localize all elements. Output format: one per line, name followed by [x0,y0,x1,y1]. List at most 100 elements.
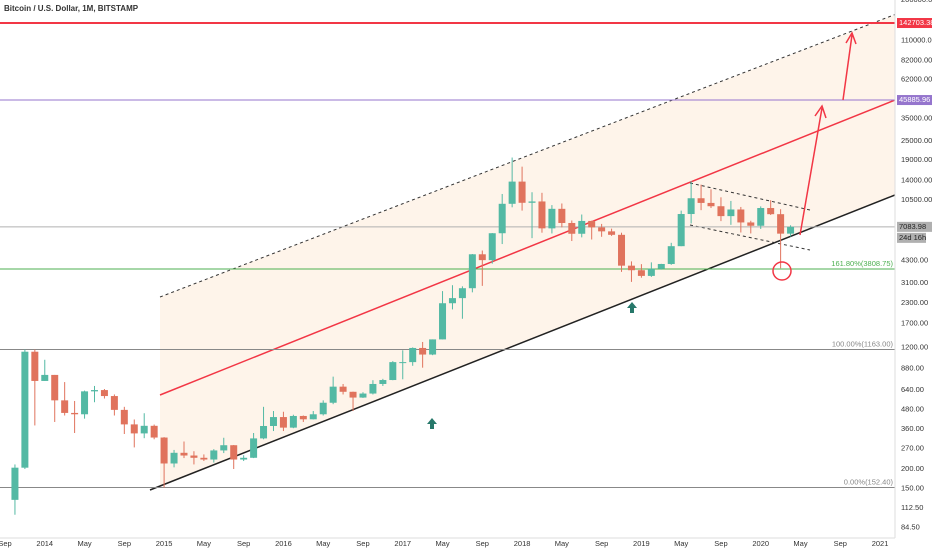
candle-body [538,201,546,229]
candle-body [11,467,19,500]
candle-body [737,209,745,223]
price-label-box [897,18,932,29]
y-tick-label: 35000.00 [901,113,932,122]
y-tick-label: 82000.00 [901,56,932,65]
candle-body [777,214,785,234]
candle-body [399,362,407,364]
candle-body [31,351,39,381]
support-line [149,194,896,491]
candle-body [608,231,616,235]
candle-body [389,362,397,381]
candle-body [498,203,506,234]
x-tick-label: Sep [118,539,131,548]
arrows [772,31,857,281]
candle-body [130,424,138,434]
candle-body [697,198,705,203]
channel-fill [160,15,895,487]
price-axis [895,0,932,550]
candle-body [448,298,456,304]
candle-body [100,390,108,397]
x-tick-label: May [316,539,330,548]
candle-body [478,254,486,261]
up-marker [427,418,437,429]
candle-body [299,415,307,420]
y-tick-label: 200.00 [901,464,924,473]
candle-body [588,220,596,228]
highlight-circle [772,261,792,281]
candle-body [558,208,566,223]
candle-body [767,208,775,215]
candle-body [707,202,715,207]
wedge-bottom [689,224,811,251]
y-tick-label: 112.50 [901,503,923,512]
candle-body [90,390,98,392]
x-tick-label: 2016 [275,539,292,548]
candle-body [359,393,367,398]
y-tick-label: 2300.00 [901,298,928,307]
price-label: 7083.98 [899,222,926,231]
candle-body [598,227,606,232]
y-tick-label: 880.00 [901,363,924,372]
candle-body [548,208,556,229]
candle-body [339,386,347,392]
level-label: 100.00%(1163.00) [832,340,894,349]
candle-body [269,417,277,426]
y-tick-label: 110000.00 [901,36,932,45]
candle-body [369,383,377,394]
x-tick-label: Sep [237,539,250,548]
candle-body [279,417,287,428]
price-label-box [897,95,932,106]
candle-body [230,445,238,460]
x-tick-label: Sep [714,539,727,548]
y-tick-label: 270.00 [901,444,924,453]
x-tick-label: May [674,539,688,548]
candle-body [618,234,626,266]
candle-body [71,412,79,415]
y-tick-label: 360.00 [901,424,924,433]
candle-body [309,414,317,420]
candle-body [180,452,188,456]
arrow-head [845,31,857,45]
candle-body [51,374,59,401]
up-marker [627,302,637,313]
x-tick-label: 2015 [156,539,173,548]
y-tick-label: 1200.00 [901,342,928,351]
candle-body [329,386,337,403]
candle-body [409,347,417,363]
candle-body [439,303,447,340]
price-label: 45885.96 [899,95,930,104]
candle-body [677,214,685,247]
price-label-box [897,221,932,232]
candle-body [349,391,357,398]
candle-body [568,222,576,234]
y-tick-label: 480.00 [901,405,924,414]
candle-body [687,198,695,215]
candle-body [160,437,168,464]
x-tick-label: 2021 [872,539,889,548]
candle-body [289,415,297,428]
x-tick-label: 2014 [36,539,53,548]
arrow-line [842,34,853,101]
x-tick-label: 2017 [394,539,411,548]
countdown-box [897,232,926,243]
arrow-line [799,107,823,236]
chart-title: Bitcoin / U.S. Dollar, 1M, BITSTAMP [4,4,139,13]
candle-body [468,254,476,289]
candle-body [41,374,49,381]
x-tick-label: Sep [476,539,489,548]
candle-body [61,400,69,413]
candle-body [488,233,496,261]
y-tick-label: 25000.00 [901,136,932,145]
arrow-head [814,104,827,119]
candle-body [240,457,248,460]
price-label: 142703.38 [899,18,932,27]
candle-body [757,208,765,226]
y-tick-label: 19000.00 [901,155,932,164]
x-tick-label: Sep [834,539,847,548]
y-tick-label: 150.00 [901,484,924,493]
candle-body [429,339,437,355]
candle-body [200,457,208,460]
candle-body [150,425,158,438]
y-tick-label: 84.50 [901,522,920,531]
candle-body [578,220,586,234]
